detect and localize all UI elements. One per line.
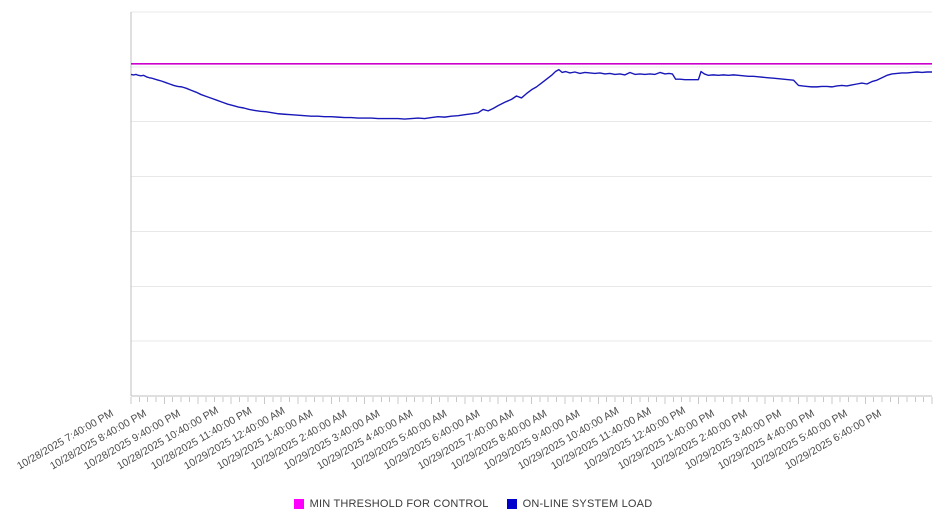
legend-label-min-threshold: MIN THRESHOLD FOR CONTROL — [309, 498, 489, 510]
axes-group — [130, 12, 932, 397]
legend-item-system-load[interactable]: ON-LINE SYSTEM LOAD — [506, 498, 653, 510]
x-axis-ticks — [130, 397, 933, 404]
legend-swatch-system-load — [506, 499, 517, 509]
legend-label-system-load: ON-LINE SYSTEM LOAD — [522, 498, 653, 510]
gridlines-group — [131, 11, 932, 397]
series-layer — [130, 63, 932, 120]
chart-legend: MIN THRESHOLD FOR CONTROL ON-LINE SYSTEM… — [0, 498, 946, 510]
legend-item-min-threshold[interactable]: MIN THRESHOLD FOR CONTROL — [293, 498, 489, 510]
legend-swatch-min-threshold — [293, 499, 304, 509]
